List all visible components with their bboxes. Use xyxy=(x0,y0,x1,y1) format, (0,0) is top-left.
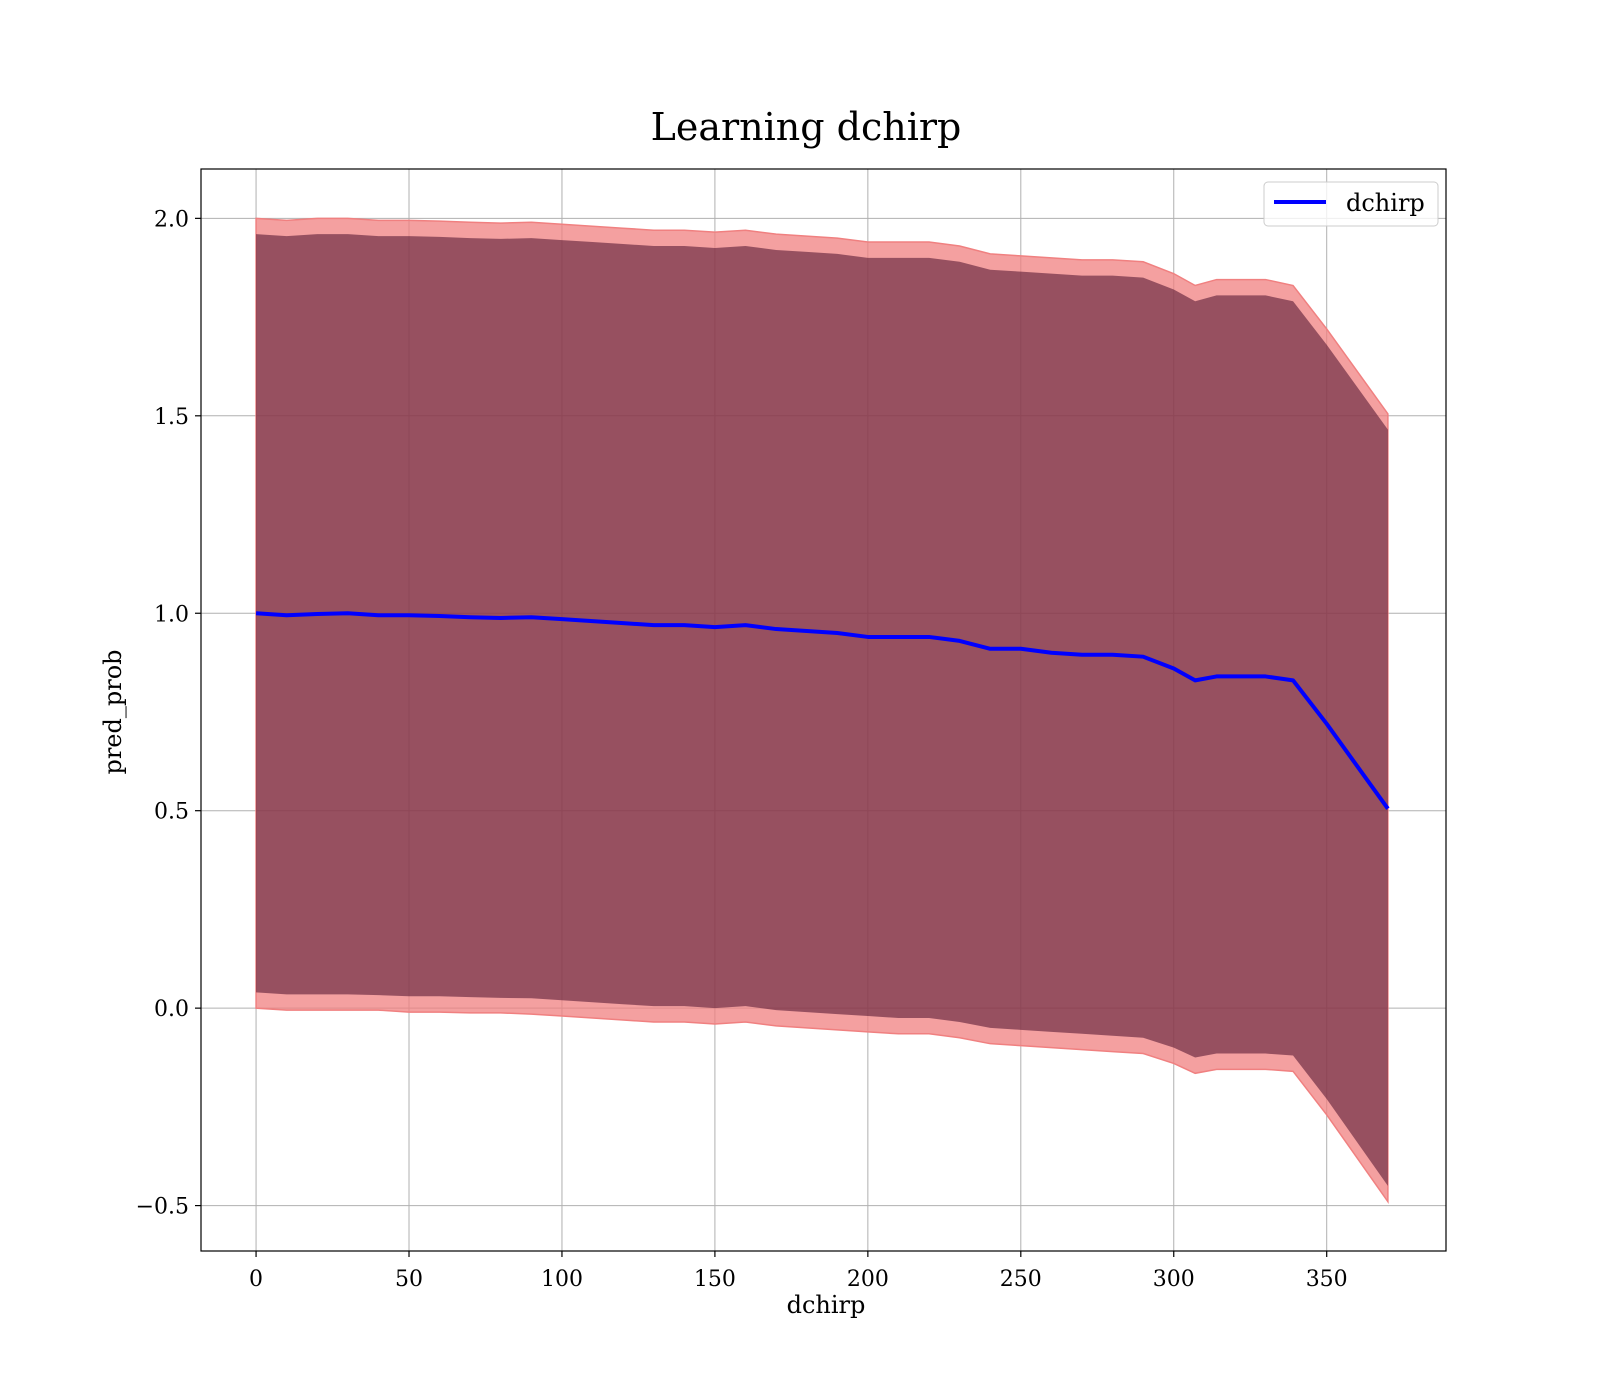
y-tick-label: 2.0 xyxy=(154,207,189,232)
tick-labels: 0 50 100 150 200 250 300 350 −0.5 0.0 0.5 1.0 1.5 2.0 xyxy=(136,207,1348,1292)
x-tick-label: 200 xyxy=(847,1267,889,1292)
legend-box xyxy=(1263,181,1439,227)
x-tick-label: 300 xyxy=(1153,1267,1195,1292)
legend: dchirp xyxy=(1263,181,1439,227)
y-tick-label: 1.5 xyxy=(154,405,189,430)
y-axis-label: pred_prob xyxy=(99,649,127,774)
series-line-dchirp xyxy=(255,611,1390,810)
series-lines xyxy=(255,611,1390,810)
chart-title: Learning dchirp xyxy=(651,105,962,149)
y-tick-label: 1.0 xyxy=(154,602,189,627)
y-tick-label: 0.0 xyxy=(154,997,189,1022)
error-bands xyxy=(255,217,1389,1205)
x-tick-label: 50 xyxy=(395,1267,423,1292)
legend-label-dchirp: dchirp xyxy=(1346,189,1425,217)
y-tick-label: −0.5 xyxy=(136,1195,189,1220)
x-tick-label: 350 xyxy=(1306,1267,1348,1292)
x-tick-label: 250 xyxy=(1000,1267,1042,1292)
axes xyxy=(195,168,1447,1257)
plot-frame xyxy=(200,168,1447,1252)
x-axis-label: dchirp xyxy=(787,1291,866,1319)
y-tick-label: 0.5 xyxy=(154,800,189,825)
x-tick-label: 0 xyxy=(249,1267,263,1292)
x-tick-label: 150 xyxy=(694,1267,736,1292)
inner-band-dchirp xyxy=(256,234,1388,1186)
x-tick-label: 100 xyxy=(541,1267,583,1292)
